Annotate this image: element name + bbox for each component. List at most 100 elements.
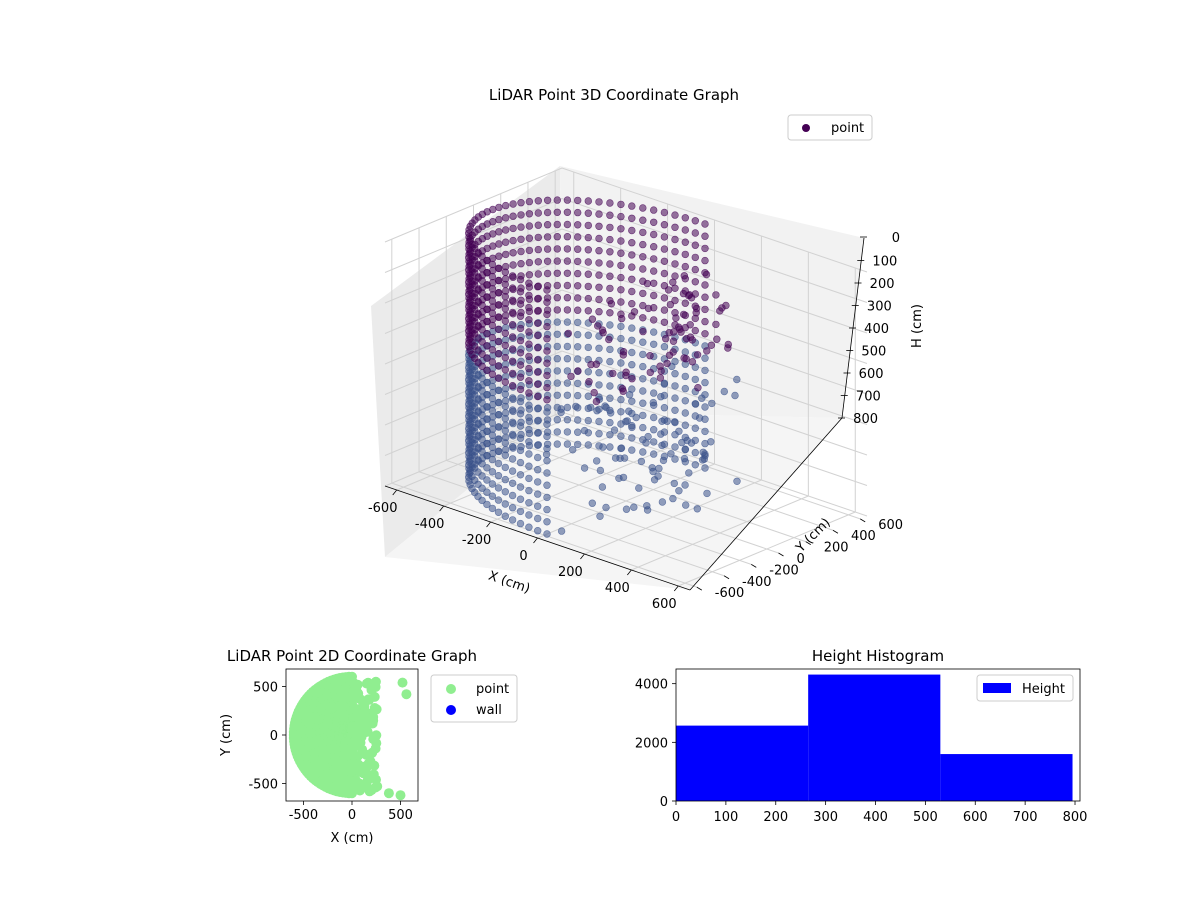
points-3d (465, 196, 741, 538)
point-3d (563, 355, 572, 363)
point-3d (617, 225, 625, 233)
point-3d (488, 394, 497, 403)
point-3d (598, 483, 607, 491)
point-3d (494, 508, 503, 516)
point-3d (563, 281, 572, 290)
point-3d (672, 314, 680, 322)
point-3d (534, 197, 542, 205)
point-3d (606, 248, 614, 256)
point-3d (701, 330, 709, 338)
point-3d (681, 445, 689, 453)
point-3d (563, 342, 572, 351)
point-3d (671, 455, 679, 463)
legend-2d-wall-marker (446, 705, 456, 715)
point-3d (488, 297, 497, 305)
point-3d (669, 494, 677, 503)
point-3d (639, 387, 647, 395)
point-3d (573, 428, 582, 436)
point-3d (680, 354, 688, 362)
point-3d (543, 196, 552, 205)
x-tick (533, 537, 538, 544)
point-3d (669, 278, 677, 286)
point-3d (525, 377, 533, 385)
point-3d (628, 375, 636, 383)
point-3d (553, 318, 561, 326)
point-3d (533, 441, 542, 449)
point-3d (671, 406, 679, 414)
point-3d (700, 455, 708, 463)
point-3d (483, 293, 491, 301)
point-3d (606, 309, 614, 317)
y-tick-label-2d: 500 (253, 680, 278, 695)
point-3d (701, 378, 709, 387)
point-3d (502, 214, 510, 222)
chart-2d-title: LiDAR Point 2D Coordinate Graph (227, 647, 477, 665)
point-3d (643, 506, 652, 514)
point-3d (681, 397, 689, 405)
point-3d (669, 328, 678, 336)
point-3d (508, 418, 517, 426)
point-3d (693, 505, 701, 513)
point-3d (563, 367, 572, 375)
point-3d (584, 331, 592, 339)
point-2d (361, 778, 372, 789)
point-3d (483, 281, 491, 289)
point-3d (639, 204, 647, 212)
y-tick-label: 200 (824, 541, 849, 556)
z-tick-label: 400 (864, 322, 889, 337)
point-3d (494, 264, 503, 272)
point-3d (508, 272, 517, 280)
point-3d (649, 267, 658, 275)
point-3d (543, 347, 551, 355)
y-axis-line (689, 417, 843, 591)
point-3d (563, 416, 572, 424)
point-3d (595, 283, 603, 291)
point-2d (347, 777, 358, 788)
point-2d (370, 678, 380, 689)
point-3d (595, 381, 603, 389)
histogram-bar (676, 725, 809, 801)
point-3d (483, 464, 491, 472)
point-3d (543, 359, 551, 367)
point-3d (574, 367, 582, 375)
x-tick (439, 505, 444, 512)
point-3d (632, 413, 640, 422)
point-3d (495, 252, 503, 260)
point-3d (488, 333, 497, 342)
point-3d (666, 300, 675, 309)
y-tick (751, 564, 757, 568)
point-3d (501, 402, 509, 411)
point-3d (628, 348, 636, 357)
point-2d (383, 788, 394, 799)
point-3d (573, 355, 582, 363)
point-3d (543, 335, 551, 343)
point-3d (488, 455, 497, 464)
x-tick-label-2d: 0 (348, 808, 356, 823)
point-3d (588, 315, 597, 323)
point-3d (483, 427, 491, 435)
point-3d (617, 237, 625, 245)
point-3d (639, 265, 647, 273)
point-3d (606, 235, 614, 244)
point-3d (669, 337, 678, 345)
point-3d (534, 270, 542, 278)
point-3d (517, 247, 525, 256)
point-3d (649, 398, 657, 407)
point-3d (495, 228, 503, 236)
point-3d (533, 368, 542, 376)
point-3d (525, 258, 534, 267)
point-3d (508, 357, 517, 365)
point-3d (681, 250, 689, 259)
point-3d (644, 432, 652, 441)
point-3d (701, 232, 709, 240)
legend-2d: point wall (430, 674, 518, 723)
point-3d (671, 370, 679, 378)
x-tick-label: -200 (462, 533, 492, 548)
point-3d (533, 478, 542, 486)
point-3d (525, 425, 533, 434)
point-3d (620, 454, 629, 462)
point-3d (639, 423, 647, 432)
x-tick (580, 553, 585, 560)
histogram-frame (675, 668, 1081, 802)
point-3d (701, 256, 709, 265)
